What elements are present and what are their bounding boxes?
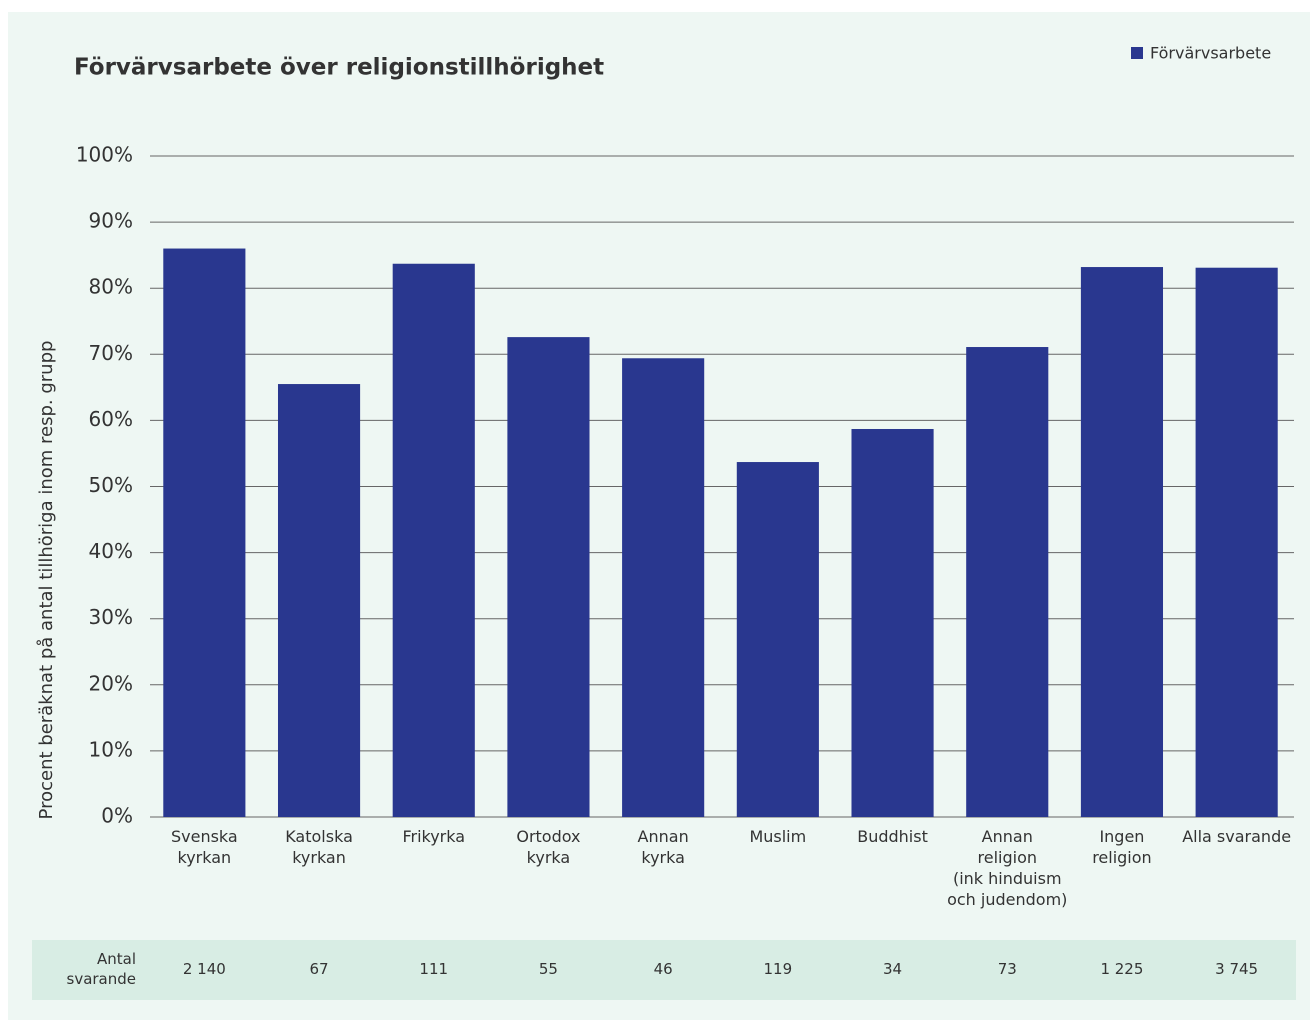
bar [163,248,246,818]
table-cell: 34 [883,960,903,978]
legend-swatch [1131,47,1143,59]
chart-title: Förvärvsarbete över religionstillhörighe… [74,55,604,81]
bar [736,462,819,817]
table-cell: 111 [419,960,449,978]
x-tick-label: Alla svarande [1182,827,1292,846]
bar [1195,267,1278,818]
x-tick-label: Muslim [749,827,807,846]
table-cell: 73 [997,960,1017,978]
x-tick-label: Svenska kyrkan [170,827,238,867]
bar [507,337,590,817]
bar [622,358,705,817]
bar [1080,267,1164,818]
table-band [32,940,1296,1000]
y-tick-label: 100% [76,143,133,167]
y-tick-label: 50% [89,473,133,497]
y-tick-label: 0% [101,804,133,828]
x-tick-label: Katolska kyrkan [285,827,353,867]
table-cell: 67 [309,960,329,978]
table-cell: 119 [763,960,793,978]
table-cell: 55 [538,960,558,978]
y-tick-label: 90% [89,209,133,233]
y-tick-label: 10% [89,737,133,761]
legend-label: Förvärvsarbete [1150,44,1271,63]
y-tick-label: 80% [89,275,133,299]
y-tick-label: 70% [89,341,133,365]
table-cell: 3 745 [1215,960,1259,978]
table-cell: 46 [653,960,673,978]
bar [851,428,934,817]
bar [966,347,1049,817]
y-tick-label: 60% [89,407,133,431]
x-tick-label: Ortodox kyrka [516,827,581,867]
y-tick-label: 20% [89,671,133,695]
table-cell: 2 140 [182,960,226,978]
x-tick-label: Ingen religion [1092,827,1152,867]
table-cell: 1 225 [1100,960,1144,978]
bar [392,263,475,817]
y-axis-label: Procent beräknat på antal tillhöriga ino… [36,341,57,820]
table-row-label: Antal svarande [66,950,137,988]
y-tick-label: 30% [89,605,133,629]
bar [277,384,361,817]
x-tick-label: Annan religion (ink hinduism och judendo… [947,827,1068,909]
x-tick-label: Buddhist [857,827,928,846]
y-tick-label: 40% [89,539,133,563]
x-tick-label: Annan kyrka [637,827,689,867]
x-tick-label: Frikyrka [402,827,466,846]
